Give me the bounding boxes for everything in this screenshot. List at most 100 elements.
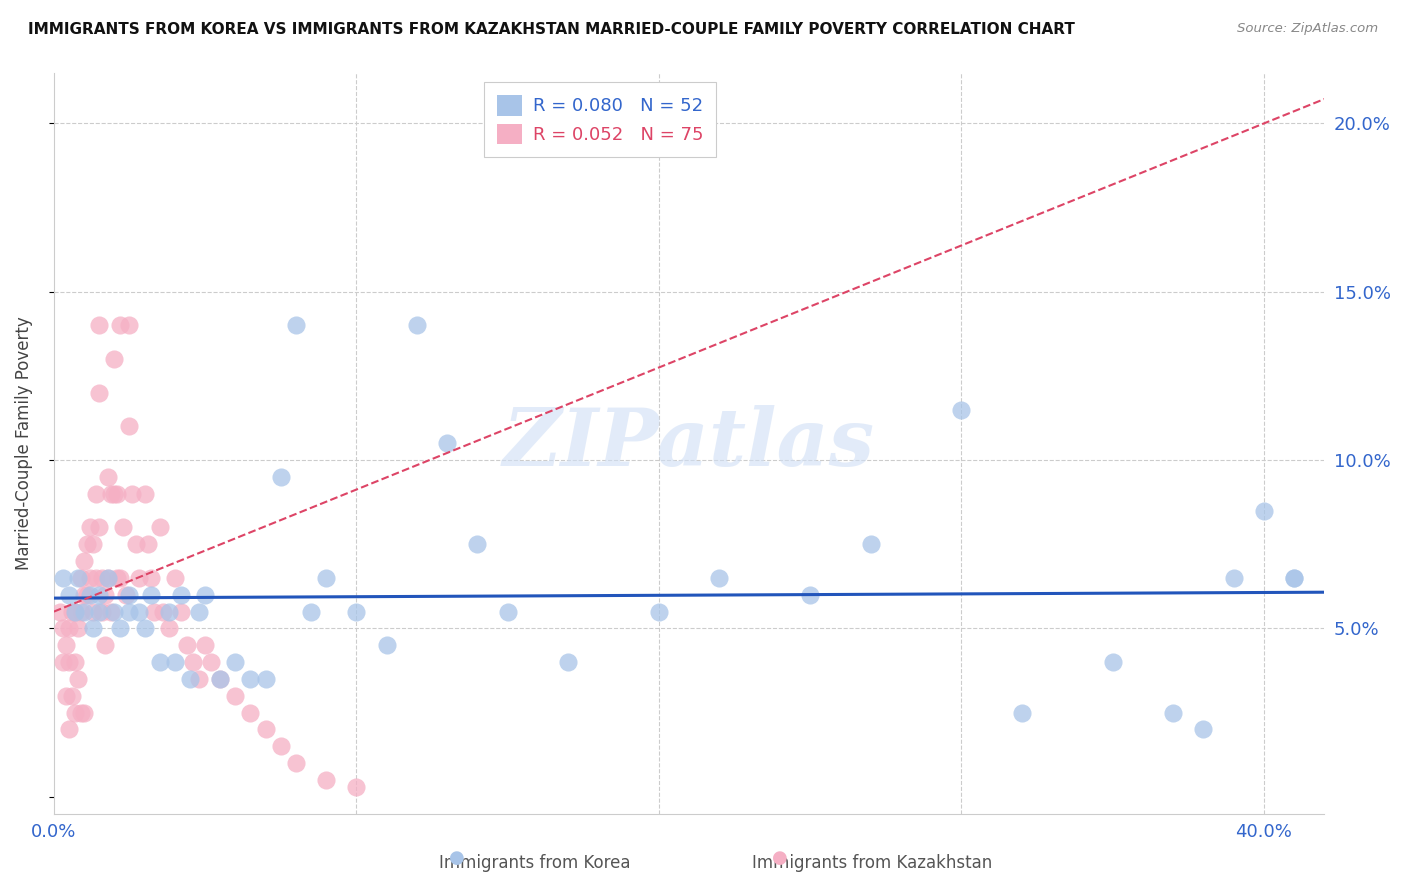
Point [55, 638, 77, 652]
Point [103, 352, 125, 367]
Point [118, 605, 141, 619]
Point [465, 537, 488, 551]
Point [79, 571, 101, 585]
Point [170, 605, 193, 619]
Point [52, 655, 75, 669]
Point [66, 672, 89, 686]
Point [63, 706, 86, 720]
Point [97, 470, 120, 484]
Point [110, 622, 132, 636]
Point [49, 605, 72, 619]
Point [60, 689, 83, 703]
Point [149, 520, 172, 534]
Point [82, 622, 104, 636]
Point [73, 588, 96, 602]
Point [52, 571, 75, 585]
Point [170, 588, 193, 602]
Point [239, 672, 262, 686]
Point [63, 605, 86, 619]
Point [70, 706, 93, 720]
Point [1282, 571, 1305, 585]
Point [139, 588, 162, 602]
Point [157, 622, 180, 636]
Point [105, 487, 128, 501]
Point [89, 318, 111, 333]
Point [149, 655, 172, 669]
Point [188, 672, 211, 686]
Point [58, 655, 80, 669]
Point [188, 605, 211, 619]
Point [496, 605, 519, 619]
Point [121, 487, 143, 501]
Point [375, 638, 398, 652]
Point [163, 571, 186, 585]
Point [315, 772, 337, 787]
Point [58, 723, 80, 737]
Point [97, 571, 120, 585]
Point [52, 622, 75, 636]
Point [181, 655, 204, 669]
Point [648, 605, 671, 619]
Point [66, 571, 89, 585]
Point [134, 622, 156, 636]
Point [1192, 723, 1215, 737]
Point [194, 588, 217, 602]
Point [63, 605, 86, 619]
Text: Immigrants from Korea: Immigrants from Korea [439, 855, 630, 872]
Point [557, 655, 579, 669]
Point [224, 655, 246, 669]
Point [709, 571, 731, 585]
Point [315, 571, 337, 585]
Point [200, 655, 222, 669]
Point [344, 605, 367, 619]
Point [73, 706, 96, 720]
Point [194, 638, 217, 652]
Legend: R = 0.080   N = 52, R = 0.052   N = 75: R = 0.080 N = 52, R = 0.052 N = 75 [484, 82, 716, 157]
Point [118, 588, 141, 602]
Point [142, 605, 165, 619]
Point [239, 706, 262, 720]
Point [103, 605, 125, 619]
Point [1101, 655, 1123, 669]
Y-axis label: Married-Couple Family Poverty: Married-Couple Family Poverty [15, 317, 32, 570]
Point [66, 622, 89, 636]
Point [97, 571, 120, 585]
Point [112, 520, 135, 534]
Point [284, 756, 307, 770]
Point [134, 487, 156, 501]
Point [110, 318, 132, 333]
Point [163, 655, 186, 669]
Point [950, 402, 973, 417]
Point [299, 605, 322, 619]
Point [124, 537, 146, 551]
Text: IMMIGRANTS FROM KOREA VS IMMIGRANTS FROM KAZAKHSTAN MARRIED-COUPLE FAMILY POVERT: IMMIGRANTS FROM KOREA VS IMMIGRANTS FROM… [28, 22, 1076, 37]
Point [84, 571, 107, 585]
Text: Immigrants from Kazakhstan: Immigrants from Kazakhstan [752, 855, 991, 872]
Point [1011, 706, 1033, 720]
Point [94, 638, 117, 652]
Point [1222, 571, 1244, 585]
Point [58, 622, 80, 636]
Point [254, 672, 277, 686]
Point [70, 605, 93, 619]
Point [105, 571, 128, 585]
Point [157, 605, 180, 619]
Point [100, 605, 122, 619]
Point [115, 588, 138, 602]
Point [859, 537, 882, 551]
Point [55, 689, 77, 703]
Point [89, 605, 111, 619]
Point [118, 318, 141, 333]
Text: ●: ● [449, 849, 465, 867]
Point [82, 537, 104, 551]
Point [128, 605, 150, 619]
Point [79, 588, 101, 602]
Point [110, 571, 132, 585]
Text: Source: ZipAtlas.com: Source: ZipAtlas.com [1237, 22, 1378, 36]
Point [73, 554, 96, 568]
Point [89, 385, 111, 400]
Point [84, 487, 107, 501]
Point [405, 318, 427, 333]
Point [284, 318, 307, 333]
Point [91, 605, 114, 619]
